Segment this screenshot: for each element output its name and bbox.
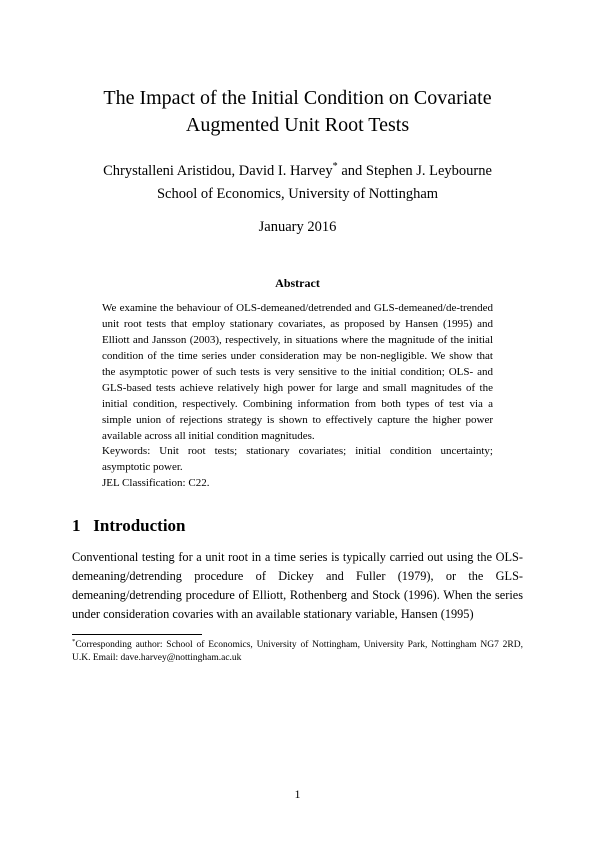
footnote: *Corresponding author: School of Economi… (72, 639, 523, 665)
title-line-1: The Impact of the Initial Condition on C… (103, 87, 491, 109)
intro-paragraph: Conventional testing for a unit root in … (72, 548, 523, 624)
authors-line: Chrystalleni Aristidou, David I. Harvey*… (72, 161, 523, 182)
section-number: 1 (72, 516, 81, 535)
paper-title: The Impact of the Initial Condition on C… (72, 85, 523, 139)
footnote-text: Corresponding author: School of Economic… (72, 640, 523, 663)
jel-text: C22. (188, 477, 209, 489)
jel-label: JEL Classification: (102, 477, 188, 489)
date: January 2016 (72, 219, 523, 236)
keywords-line: Keywords: Unit root tests; stationary co… (102, 444, 493, 476)
abstract-block: We examine the behaviour of OLS-demeaned… (102, 301, 493, 492)
abstract-heading: Abstract (72, 276, 523, 291)
page-number: 1 (0, 787, 595, 802)
abstract-text: We examine the behaviour of OLS-demeaned… (102, 301, 493, 444)
affiliation: School of Economics, University of Notti… (72, 186, 523, 203)
keywords-label: Keywords: (102, 445, 159, 457)
jel-line: JEL Classification: C22. (102, 476, 493, 492)
keywords-text: Unit root tests; stationary covariates; … (102, 445, 493, 473)
page: The Impact of the Initial Condition on C… (0, 0, 595, 842)
authors-part1: Chrystalleni Aristidou, David I. Harvey (103, 163, 333, 179)
section-heading: 1 Introduction (72, 516, 523, 536)
section-title: Introduction (93, 516, 185, 535)
footnote-rule (72, 634, 202, 635)
title-line-2: Augmented Unit Root Tests (186, 114, 409, 136)
authors-part2: and Stephen J. Leybourne (338, 163, 492, 179)
